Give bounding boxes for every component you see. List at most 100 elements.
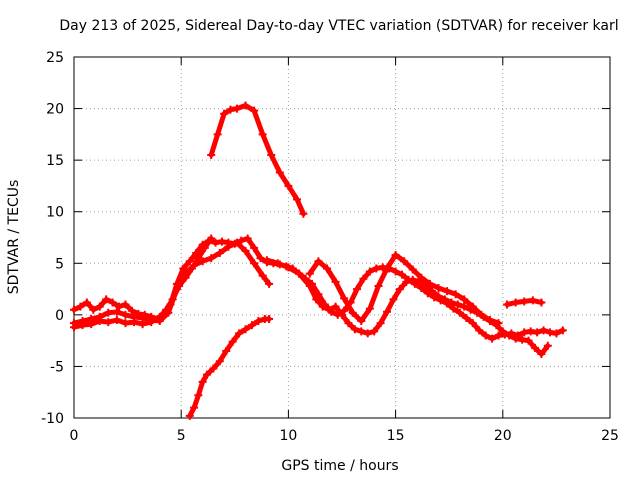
data-point: [224, 242, 233, 251]
x-tick-label: 5: [177, 428, 186, 444]
data-point: [130, 318, 139, 327]
data-point: [350, 325, 359, 334]
x-tick-label: 0: [70, 428, 79, 444]
data-point: [363, 329, 372, 338]
data-point: [477, 310, 486, 319]
data-point: [194, 391, 203, 400]
data-point: [265, 279, 274, 288]
data-point: [520, 297, 529, 306]
data-point: [391, 267, 400, 276]
data-point: [374, 281, 383, 290]
data-point: [359, 274, 368, 283]
data-point: [518, 335, 527, 344]
data-point: [443, 287, 452, 296]
data-point: [207, 254, 216, 263]
data-point: [440, 295, 449, 304]
data-point: [262, 256, 271, 265]
data-point: [449, 304, 458, 313]
data-point: [305, 269, 314, 278]
y-tick-label: 5: [55, 256, 64, 272]
data-point: [250, 259, 259, 268]
data-point: [312, 295, 321, 304]
data-point: [258, 130, 267, 139]
data-point: [434, 284, 443, 293]
data-point: [338, 310, 346, 319]
data-point: [357, 327, 366, 336]
data-point: [102, 295, 111, 304]
data-point: [511, 298, 520, 307]
series-band: [187, 316, 272, 419]
data-point: [273, 259, 282, 268]
data-point: [468, 319, 477, 328]
data-point: [365, 304, 374, 313]
data-point: [408, 265, 417, 274]
data-point: [87, 320, 96, 329]
data-point: [104, 318, 113, 327]
data-point: [211, 238, 220, 247]
data-point: [147, 318, 156, 327]
data-point: [398, 270, 407, 279]
data-point: [104, 308, 113, 317]
data-point: [226, 105, 235, 114]
data-point: [198, 257, 207, 266]
data-point: [331, 277, 340, 286]
data-point: [383, 307, 392, 316]
data-point: [365, 267, 374, 276]
data-point: [292, 195, 301, 204]
data-point: [70, 323, 78, 332]
data-point: [202, 370, 211, 379]
y-tick-label: 25: [46, 50, 64, 66]
series-arc-3: [70, 234, 567, 343]
data-point: [331, 302, 340, 311]
x-tick-label: 25: [601, 428, 619, 444]
data-point: [112, 316, 121, 325]
data-point: [232, 238, 241, 247]
data-point: [417, 273, 426, 282]
data-point: [267, 150, 276, 159]
data-point: [237, 236, 246, 245]
data-point: [256, 254, 265, 263]
data-point: [241, 325, 250, 334]
data-point: [503, 300, 512, 309]
data-point: [344, 319, 353, 328]
data-point: [155, 312, 164, 321]
data-point: [314, 257, 323, 266]
data-point: [428, 287, 437, 296]
data-point: [545, 328, 554, 337]
x-tick-label: 10: [279, 428, 297, 444]
data-point: [451, 290, 460, 299]
data-point: [415, 277, 424, 286]
data-point: [194, 254, 203, 263]
data-point: [115, 302, 124, 311]
data-point: [543, 341, 552, 350]
y-tick-label: -10: [41, 411, 64, 427]
data-point: [520, 328, 529, 337]
data-point: [112, 307, 121, 316]
series-arc-7: [305, 251, 503, 328]
data-point: [168, 295, 177, 304]
data-point: [455, 308, 464, 317]
data-point: [207, 234, 216, 243]
data-point: [121, 310, 130, 319]
data-point: [181, 273, 190, 282]
data-point: [241, 246, 250, 255]
series-band: [71, 240, 272, 326]
data-point: [425, 279, 434, 288]
data-point: [488, 334, 497, 343]
data-point: [539, 326, 548, 335]
data-point: [533, 328, 542, 337]
data-point: [198, 377, 207, 386]
data-point: [295, 269, 304, 278]
data-point: [447, 298, 456, 307]
data-point: [318, 302, 327, 311]
series-arc-8: [503, 296, 546, 309]
series-arc-5: [70, 234, 216, 332]
data-points: [70, 101, 567, 420]
data-point: [162, 305, 171, 314]
data-point: [179, 264, 188, 273]
data-point: [370, 327, 379, 336]
data-point: [185, 411, 194, 420]
data-point: [353, 285, 362, 294]
data-point: [558, 326, 567, 335]
